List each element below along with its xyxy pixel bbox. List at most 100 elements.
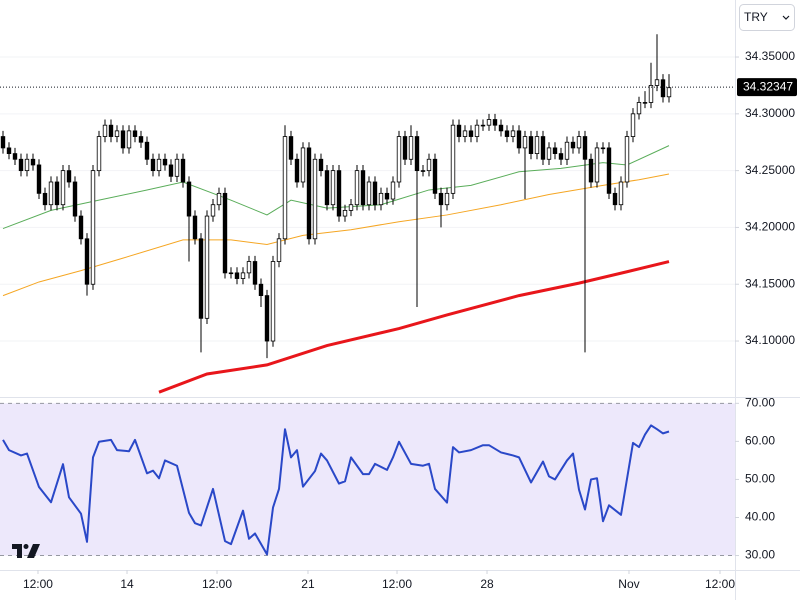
candle-body — [600, 147, 606, 150]
x-tick-label: 12:00 — [23, 577, 53, 591]
candle-body — [192, 215, 198, 240]
candle-body — [264, 295, 270, 342]
x-tick-label: 12:00 — [705, 577, 735, 591]
candle-body — [144, 141, 150, 160]
candle-body — [318, 158, 324, 172]
candle-body — [162, 158, 168, 166]
candle-body — [372, 181, 378, 206]
last-price-box — [737, 78, 797, 97]
dropdown-chevron[interactable] — [782, 15, 790, 20]
candle-body — [312, 158, 318, 240]
moving-average — [2, 173, 670, 297]
candle-body — [24, 158, 30, 172]
candle-body — [324, 170, 330, 206]
candle-body — [96, 136, 102, 172]
candle-body — [198, 238, 204, 319]
candle-body — [498, 124, 504, 132]
candle-body — [564, 141, 570, 160]
candle-body — [300, 147, 306, 183]
candle-body — [42, 192, 48, 206]
candle-body — [132, 130, 138, 137]
candle-body — [594, 147, 600, 183]
candle-body — [222, 192, 228, 274]
candle-body — [294, 158, 300, 183]
rsi-band — [0, 403, 735, 556]
candle-body — [342, 209, 348, 217]
candle-body — [606, 147, 612, 194]
y-tick-label: 34.15000 — [745, 276, 795, 290]
candle-body — [552, 147, 558, 154]
y-tick-label: 40.00 — [745, 510, 775, 524]
candle-body — [306, 147, 312, 240]
candle-body — [438, 192, 444, 206]
candle-body — [450, 124, 456, 194]
y-tick-label: 34.25000 — [745, 163, 795, 177]
line-series — [2, 424, 670, 556]
candle-body — [402, 136, 408, 160]
y-tick-label: 34.35000 — [745, 49, 795, 63]
candle-body — [366, 181, 372, 206]
candle-body — [486, 119, 492, 126]
logo-part — [27, 544, 40, 558]
moving-average — [158, 260, 670, 394]
candle-body — [456, 124, 462, 137]
candle-body — [12, 153, 18, 160]
candle-body — [378, 192, 384, 206]
y-tick-label: 70.00 — [745, 395, 775, 409]
candle-body — [6, 147, 12, 154]
candle-body — [636, 102, 642, 115]
candle-body — [150, 158, 156, 172]
candle-body — [108, 124, 114, 137]
candle-body — [504, 130, 510, 137]
candle-body — [258, 283, 264, 296]
currency-label[interactable]: TRY — [744, 10, 768, 24]
candle-body — [396, 136, 402, 183]
y-tick-label: 30.00 — [745, 548, 775, 562]
currency-button[interactable]: TRY — [739, 4, 795, 31]
candle-body — [534, 136, 540, 154]
candle-body — [336, 170, 342, 217]
candle-body — [156, 158, 162, 172]
candle-body — [420, 170, 426, 172]
candle-body — [78, 215, 84, 240]
candle-body — [384, 192, 390, 200]
candle-body — [234, 272, 240, 279]
candle-body — [474, 124, 480, 137]
candle-body — [330, 170, 336, 206]
candle-body — [612, 192, 618, 206]
plot-area — [0, 34, 735, 394]
candle-body — [660, 79, 666, 98]
candle-body — [414, 136, 420, 172]
candle-body — [426, 158, 432, 172]
candle-body — [480, 124, 486, 127]
candle-body — [138, 136, 144, 143]
logo-part — [12, 544, 22, 558]
currency-button-box[interactable] — [739, 4, 795, 31]
candle-body — [540, 136, 546, 160]
candle-body — [276, 238, 282, 262]
y-tick-label: 50.00 — [745, 472, 775, 486]
x-tick-label: 12:00 — [382, 577, 412, 591]
x-tick-label: Nov — [618, 577, 639, 591]
candle-body — [66, 170, 72, 183]
y-tick-label: 34.30000 — [745, 106, 795, 120]
candle-body — [288, 136, 294, 160]
candle-body — [354, 170, 360, 206]
candle-body — [282, 136, 288, 240]
candle-body — [510, 130, 516, 137]
candle-body — [186, 181, 192, 217]
candle-body — [648, 85, 654, 103]
candle-body — [654, 79, 660, 86]
plot-area — [0, 402, 735, 557]
candle-body — [72, 181, 78, 217]
candle-body — [210, 204, 216, 217]
candle-body — [570, 141, 576, 149]
candle-body — [582, 136, 588, 160]
candle-body — [576, 136, 582, 149]
candle-body — [360, 170, 366, 206]
candle-body — [462, 130, 468, 137]
candle-body — [624, 136, 630, 183]
candle-body — [528, 136, 534, 154]
candle-body — [216, 192, 222, 206]
